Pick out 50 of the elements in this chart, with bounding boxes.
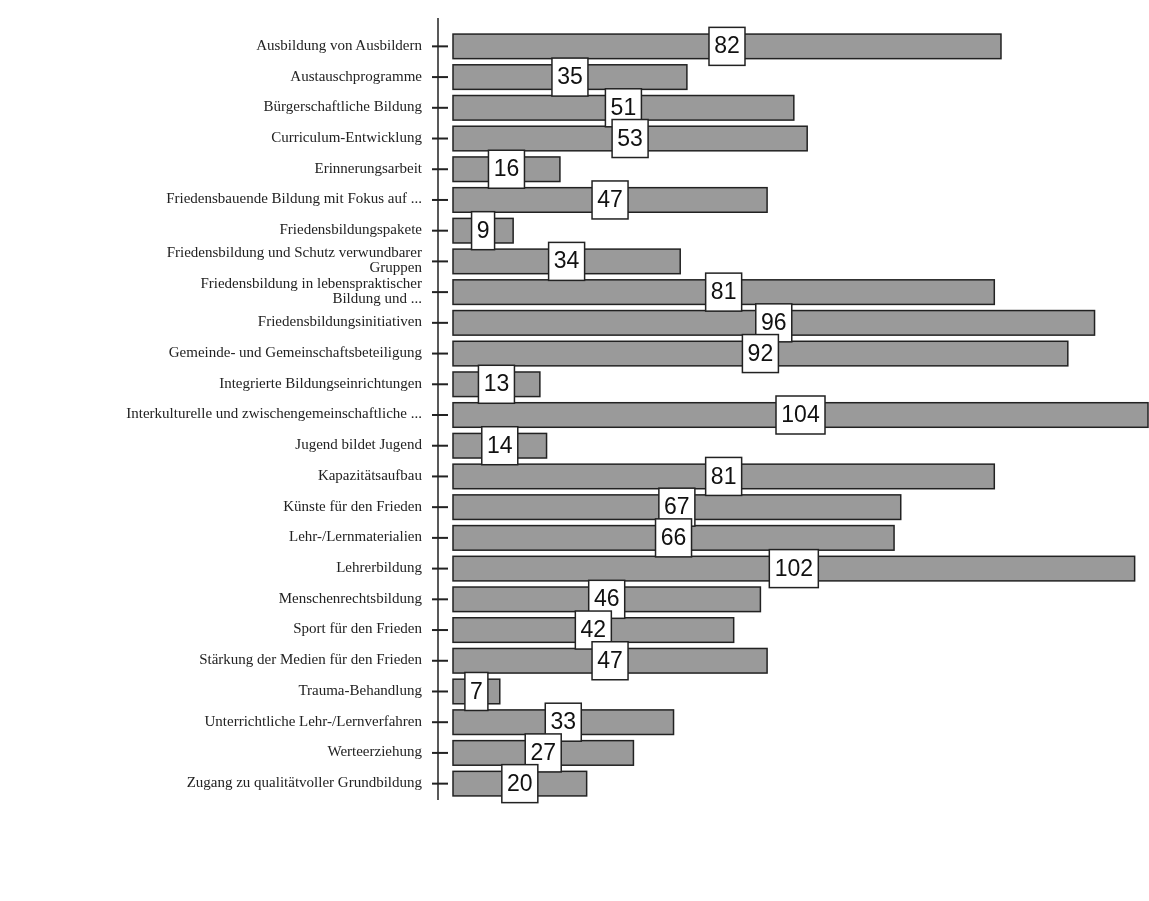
y-tick-label: Friedensbildungspakete [279,221,423,238]
data-label: 92 [747,339,774,366]
y-tick-label: Menschenrechtsbildung [278,589,423,606]
y-tick-label: Stärkung der Medien für den Frieden [199,651,423,668]
data-label: 42 [580,616,607,643]
y-tick-label: Sport für den Frieden [293,620,423,637]
data-label: 9 [476,216,490,243]
y-tick-label: Friedensbauende Bildung mit Fokus auf ... [166,190,422,207]
data-label: 81 [710,462,737,489]
y-tick-label: Unterrichtliche Lehr-/Lernverfahren [204,712,423,729]
data-label: 47 [597,186,623,213]
data-label: 35 [557,63,583,90]
y-tick-label: Gemeinde- und Gemeinschaftsbeteiligung [168,344,423,360]
y-tick-label: Interkulturelle und zwischengemeinschaftliche ... [126,405,422,422]
data-label: 51 [610,93,637,120]
y-tick-label: Friedensbildungsinitiativen [257,313,423,330]
y-tick-label: Austauschprogramme [290,67,423,84]
data-label: 46 [593,585,620,612]
y-tick-label: Bürgerschaftliche Bildung [263,98,423,115]
y-tick-label: Kapazitätsaufbau [317,466,423,483]
y-tick-label: Friedensbildung in lebenspraktischer Bildung und ... [200,275,422,307]
y-tick-label: Zugang zu qualitätvoller Grundbildung [186,774,423,791]
y-tick-label: Lehrerbildung [336,559,423,576]
data-label: 102 [774,554,813,581]
data-label: 67 [664,493,690,520]
data-label: 16 [493,155,520,182]
data-label: 96 [760,308,787,335]
data-label: 34 [553,247,580,274]
y-tick-label: Integrierte Bildungseinrichtungen [219,374,423,391]
y-tick-label: Curriculum-Entwicklung [271,128,423,145]
data-label: 82 [714,32,740,59]
data-label: 27 [530,739,557,765]
data-label: 7 [469,677,483,704]
data-label: 20 [507,769,533,796]
y-tick-label: Erinnerungsarbeit [314,159,423,176]
y-tick-label: Trauma-Behandlung [298,681,423,698]
data-label: 81 [710,278,737,305]
y-tick-label: Ausbildung von Ausbildern [256,36,423,53]
data-label: 14 [486,431,513,458]
data-label: 53 [617,124,643,151]
data-label: 104 [781,401,820,428]
y-tick-label: Künste für den Frieden [283,497,423,514]
data-label: 33 [550,708,577,735]
data-label: 13 [483,370,510,397]
y-tick-label: Friedensbildung und Schutz verwundbarer Gruppen [166,244,423,276]
y-tick-label: Lehr-/Lernmaterialien [289,528,423,545]
data-label: 66 [660,523,687,550]
y-tick-label: Jugend bildet Jugend [295,436,423,453]
data-label: 47 [597,646,623,673]
y-tick-label: Werteerziehung [327,743,423,760]
